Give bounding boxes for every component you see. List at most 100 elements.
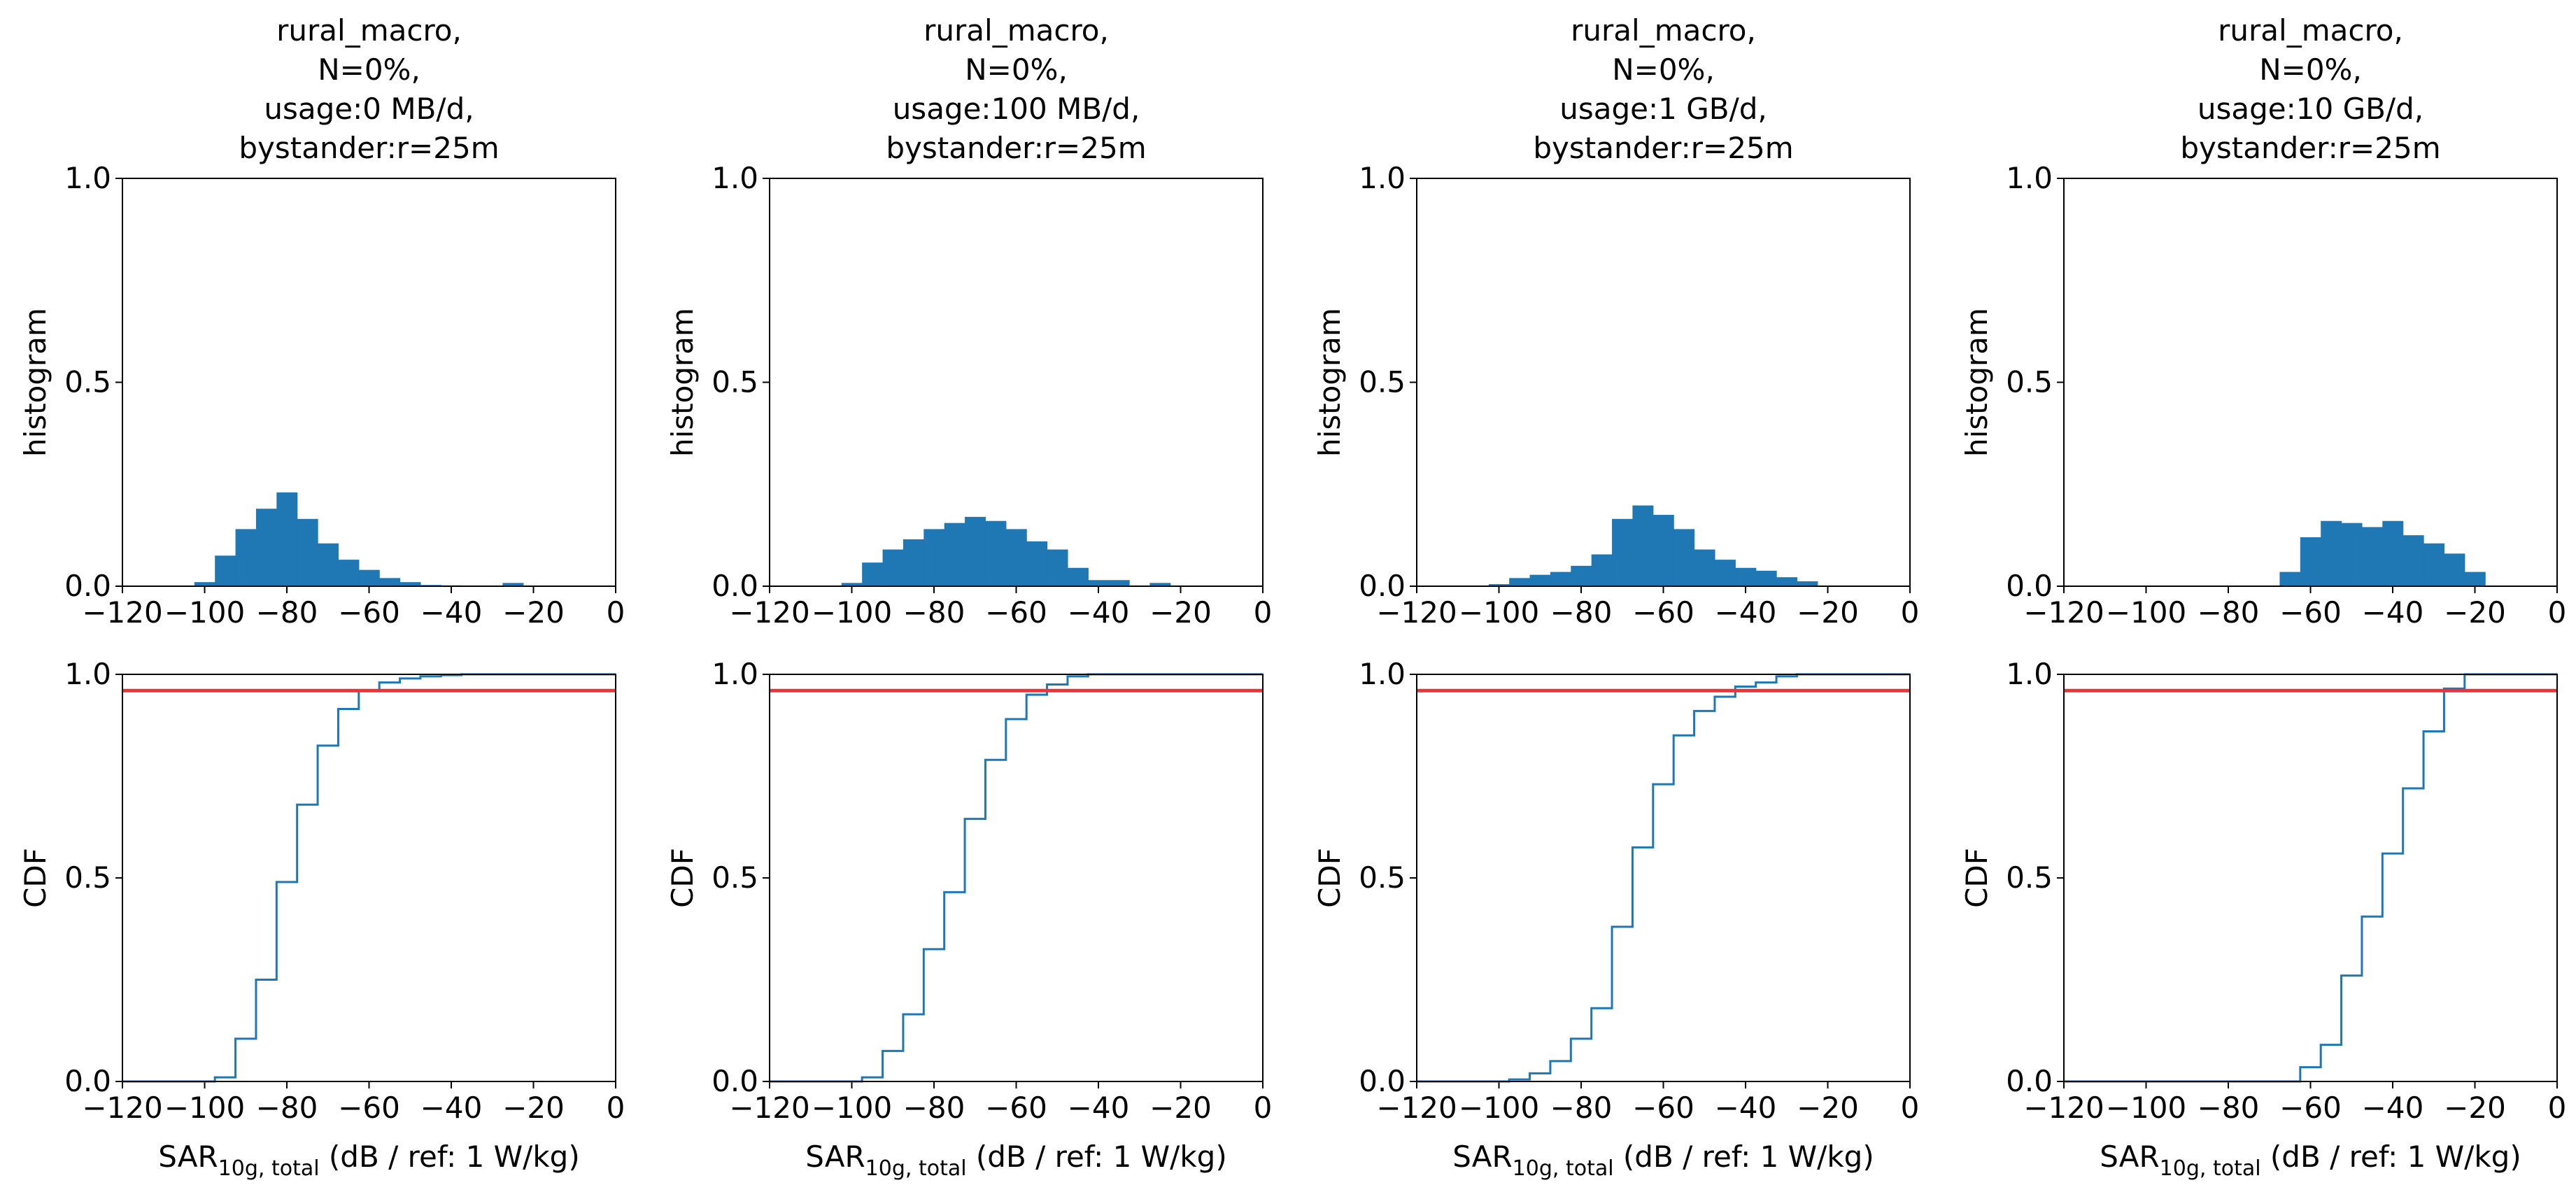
histogram-bar — [318, 543, 339, 586]
x-axis-label-units: (dB / ref: 1 W/kg) — [967, 1140, 1227, 1174]
histogram-bar — [1673, 529, 1695, 586]
x-tick-label: −40 — [2362, 595, 2424, 630]
cdf-axes: CDF 0.0 0.5 1.0 −120 −100 −80 −60 −40 −20 0 SAR10g,… — [665, 657, 1272, 1181]
y-tick-label: 0.0 — [712, 569, 758, 603]
histogram-bar — [2279, 572, 2301, 586]
histogram-bar — [2402, 535, 2424, 586]
cdf-step-line — [2064, 673, 2557, 1083]
histogram-bar — [2300, 537, 2321, 586]
hist-y-axis-label: histogram — [1960, 308, 1994, 457]
hist-y-axis-label: histogram — [1312, 308, 1347, 457]
x-tick-label: −60 — [1632, 595, 1694, 630]
histogram-bar — [1694, 549, 1715, 586]
histogram-bar — [1026, 541, 1048, 586]
subplot-title-line: rural_macro, — [1571, 13, 1756, 48]
x-tick-label: −60 — [1632, 1091, 1694, 1125]
x-axis-label-main: SAR — [805, 1140, 865, 1174]
cdf-axes: CDF 0.0 0.5 1.0 −120 −100 −80 −60 −40 −20 0 SAR10g,… — [1960, 657, 2566, 1181]
histogram-bar — [1529, 574, 1551, 586]
y-tick-label: 0.5 — [1359, 365, 1406, 399]
x-tick-label: −100 — [812, 1091, 892, 1125]
cdf-axes: CDF 0.0 0.5 1.0 −120 −100 −80 −60 −40 −20 0 SAR10g,… — [1312, 657, 1919, 1181]
subplot-title-line: N=0%, — [2259, 52, 2362, 87]
y-tick-label: 1.0 — [1359, 657, 1406, 691]
x-axis-label-units: (dB / ref: 1 W/kg) — [2261, 1140, 2521, 1174]
x-axis-label-subscript: 10g, total — [1513, 1156, 1614, 1181]
histogram-bar — [2464, 572, 2486, 586]
y-tick-label: 0.5 — [712, 365, 758, 399]
y-tick-label: 1.0 — [712, 161, 758, 195]
y-tick-label: 0.0 — [64, 1064, 111, 1098]
histogram-bar — [1735, 567, 1757, 586]
x-axis-label-subscript: 10g, total — [2160, 1156, 2261, 1181]
hist-axes: histogram 0.0 0.5 1.0 −120 −100 −80 −60 −40 −20 0 — [18, 161, 625, 630]
y-tick-label: 0.5 — [1359, 860, 1406, 895]
cdf-y-axis-label: CDF — [665, 848, 700, 908]
histogram-bar — [297, 518, 318, 586]
subplot-title-line: rural_macro, — [923, 13, 1109, 48]
x-tick-label: −40 — [2362, 1091, 2424, 1125]
x-axis-label-main: SAR — [158, 1140, 218, 1174]
y-tick-label: 0.5 — [2006, 365, 2053, 399]
subplot-title-line: N=0%, — [965, 52, 1068, 87]
x-tick-label: −120 — [729, 1091, 809, 1125]
x-tick-label: −80 — [903, 1091, 965, 1125]
y-tick-label: 1.0 — [2006, 657, 2053, 691]
hist-axes: histogram 0.0 0.5 1.0 −120 −100 −80 −60 −40 −20 0 — [665, 161, 1272, 630]
histogram-bar — [1714, 560, 1736, 586]
histogram-bar — [1612, 518, 1634, 586]
x-axis-label-subscript: 10g, total — [218, 1156, 320, 1181]
histogram-bar — [1776, 577, 1798, 586]
subplot-title-line: N=0%, — [1612, 52, 1715, 87]
x-axis-label-main: SAR — [1452, 1140, 1512, 1174]
cdf-frame — [2063, 674, 2558, 1082]
x-tick-label: −120 — [1376, 595, 1457, 630]
x-tick-label: −120 — [1376, 1091, 1457, 1125]
y-tick-label: 0.5 — [64, 365, 111, 399]
histogram-bar — [923, 529, 945, 586]
histogram-bar — [1632, 505, 1654, 586]
x-tick-label: 0 — [607, 1091, 625, 1125]
hist-y-axis-label: histogram — [665, 308, 700, 457]
x-tick-label: −100 — [164, 1091, 245, 1125]
x-tick-label: −100 — [2106, 1091, 2186, 1125]
histogram-bar — [1488, 584, 1510, 586]
histogram-bar — [215, 555, 236, 586]
y-tick-label: 1.0 — [1359, 161, 1406, 195]
x-tick-label: −80 — [256, 595, 318, 630]
histogram-bar — [1067, 567, 1089, 586]
cdf-axes: CDF 0.0 0.5 1.0 −120 −100 −80 −60 −40 −20 0 SAR10g,… — [18, 657, 625, 1181]
subplot-title-line: bystander:r=25m — [239, 131, 499, 165]
cdf-step-line — [770, 673, 1263, 1083]
y-tick-label: 0.5 — [712, 860, 758, 895]
x-tick-label: 0 — [1254, 1091, 1273, 1125]
cdf-step-line — [1417, 673, 1910, 1083]
y-tick-label: 0.0 — [1359, 1064, 1406, 1098]
x-tick-label: 0 — [1901, 1091, 1920, 1125]
cdf-x-axis-label: SAR10g, total (dB / ref: 1 W/kg) — [1452, 1140, 1874, 1181]
x-tick-label: −60 — [2279, 1091, 2342, 1125]
cdf-y-axis-label: CDF — [18, 848, 52, 908]
cdf-y-axis-label: CDF — [1312, 848, 1347, 908]
x-tick-label: −60 — [338, 595, 400, 630]
x-tick-label: 0 — [1254, 595, 1273, 630]
histogram-bar — [903, 539, 924, 586]
subplot-column-4: rural_macro, N=0%, usage:10 GB/d, bystander… — [1960, 13, 2566, 1181]
x-tick-label: −100 — [812, 595, 892, 630]
histogram-bar — [194, 582, 215, 586]
x-tick-label: −20 — [502, 595, 565, 630]
x-tick-label: −100 — [1459, 1091, 1539, 1125]
histogram-bar — [255, 509, 277, 586]
y-tick-label: 0.5 — [2006, 860, 2053, 895]
subplot-title-line: usage:10 GB/d, — [2198, 92, 2423, 126]
subplot-title-line: bystander:r=25m — [2180, 131, 2440, 165]
histogram-bar — [2444, 553, 2465, 586]
x-tick-label: −80 — [256, 1091, 318, 1125]
x-axis-label-main: SAR — [2100, 1140, 2159, 1174]
x-tick-label: −120 — [82, 595, 162, 630]
x-tick-label: −120 — [729, 595, 809, 630]
histogram-bar — [1571, 565, 1592, 586]
x-tick-label: −40 — [420, 595, 483, 630]
x-tick-label: 0 — [1901, 595, 1920, 630]
